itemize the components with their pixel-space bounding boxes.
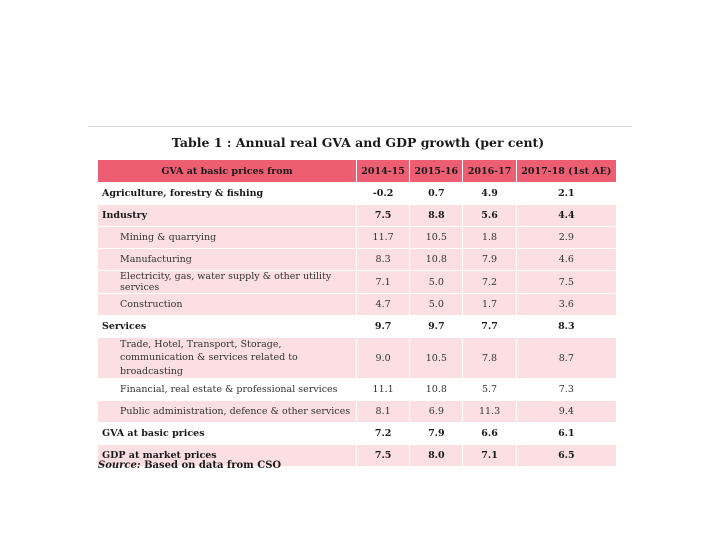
cell-value: 11.1	[355, 378, 410, 401]
cell-value: 7.3	[515, 378, 616, 401]
cell-value: 7.8	[462, 337, 517, 379]
table-row: Public administration, defence & other s…	[98, 400, 616, 423]
cell-value: 5.7	[462, 378, 517, 401]
row-label: Trade, Hotel, Transport, Storage, commun…	[98, 337, 357, 379]
cell-value: 7.9	[462, 248, 517, 271]
column-header: GVA at basic prices from	[98, 160, 357, 183]
table-row: Services 9.7 9.7 7.7 8.3	[98, 315, 616, 338]
table-header-row: GVA at basic prices from 2014-15 2015-16…	[98, 160, 616, 183]
row-label: GVA at basic prices	[98, 422, 357, 445]
cell-value: 9.7	[355, 315, 410, 338]
cell-value: 5.6	[462, 204, 517, 227]
row-label: Electricity, gas, water supply & other u…	[98, 270, 357, 294]
cell-value: 3.6	[515, 293, 616, 316]
column-header: 2017-18 (1st AE)	[515, 160, 616, 183]
cell-value: 8.0	[409, 444, 463, 466]
top-divider	[88, 126, 632, 127]
cell-value: 8.3	[515, 315, 616, 338]
cell-value: 10.5	[409, 337, 463, 379]
row-label: Agriculture, forestry & fishing	[98, 182, 357, 205]
cell-value: 0.7	[409, 182, 463, 205]
table-row: GVA at basic prices 7.2 7.9 6.6 6.1	[98, 422, 616, 445]
column-header: 2015-16	[409, 160, 463, 183]
cell-value: 5.0	[409, 293, 463, 316]
cell-value: 7.5	[515, 270, 616, 294]
cell-value: 11.7	[355, 226, 410, 249]
source-note: Source: Based on data from CSO	[98, 460, 281, 471]
row-label: Services	[98, 315, 357, 338]
cell-value: 10.5	[409, 226, 463, 249]
column-header: 2016-17	[462, 160, 517, 183]
cell-value: 7.1	[462, 444, 517, 466]
table-row: Agriculture, forestry & fishing -0.2 0.7…	[98, 182, 616, 205]
cell-value: 9.4	[515, 400, 616, 423]
row-label: Mining & quarrying	[98, 226, 357, 249]
row-label: Financial, real estate & professional se…	[98, 378, 357, 401]
cell-value: 7.7	[462, 315, 517, 338]
table-row: Trade, Hotel, Transport, Storage, commun…	[98, 337, 616, 379]
cell-value: 7.5	[355, 444, 410, 466]
cell-value: 4.4	[515, 204, 616, 227]
table-title: Table 1 : Annual real GVA and GDP growth…	[171, 135, 545, 150]
cell-value: 9.0	[355, 337, 410, 379]
table-row: Manufacturing 8.3 10.8 7.9 4.6	[98, 248, 616, 271]
cell-value: 7.2	[355, 422, 410, 445]
row-label: Industry	[98, 204, 357, 227]
cell-value: 9.7	[409, 315, 463, 338]
source-label: Source:	[98, 460, 141, 471]
cell-value: 2.9	[515, 226, 616, 249]
cell-value: 4.6	[515, 248, 616, 271]
cell-value: -0.2	[355, 182, 410, 205]
cell-value: 6.9	[409, 400, 463, 423]
cell-value: 1.8	[462, 226, 517, 249]
table-row: Electricity, gas, water supply & other u…	[98, 270, 616, 294]
cell-value: 1.7	[462, 293, 517, 316]
cell-value: 6.1	[515, 422, 616, 445]
source-text: Based on data from CSO	[144, 460, 282, 471]
cell-value: 10.8	[409, 378, 463, 401]
cell-value: 8.1	[355, 400, 410, 423]
cell-value: 2.1	[515, 182, 616, 205]
table-row: GDP at market prices 7.5 8.0 7.1 6.5	[98, 444, 616, 466]
table-row: Mining & quarrying 11.7 10.5 1.8 2.9	[98, 226, 616, 249]
cell-value: 8.3	[355, 248, 410, 271]
table-row: Financial, real estate & professional se…	[98, 378, 616, 401]
cell-value: 8.8	[409, 204, 463, 227]
cell-value: 7.9	[409, 422, 463, 445]
cell-value: 8.7	[515, 337, 616, 379]
cell-value: 10.8	[409, 248, 463, 271]
cell-value: 7.1	[355, 270, 410, 294]
row-label: Public administration, defence & other s…	[98, 400, 357, 423]
cell-value: 7.5	[355, 204, 410, 227]
gva-growth-table: GVA at basic prices from 2014-15 2015-16…	[98, 160, 616, 466]
column-header: 2014-15	[355, 160, 410, 183]
row-label: Construction	[98, 293, 357, 316]
cell-value: 4.9	[462, 182, 517, 205]
table-row: Construction 4.7 5.0 1.7 3.6	[98, 293, 616, 316]
cell-value: 4.7	[355, 293, 410, 316]
row-label: GDP at market prices	[98, 444, 357, 466]
cell-value: 7.2	[462, 270, 517, 294]
row-label: Manufacturing	[98, 248, 357, 271]
cell-value: 5.0	[409, 270, 463, 294]
cell-value: 6.6	[462, 422, 517, 445]
cell-value: 6.5	[515, 444, 616, 466]
cell-value: 11.3	[462, 400, 517, 423]
table-row: Industry 7.5 8.8 5.6 4.4	[98, 204, 616, 227]
